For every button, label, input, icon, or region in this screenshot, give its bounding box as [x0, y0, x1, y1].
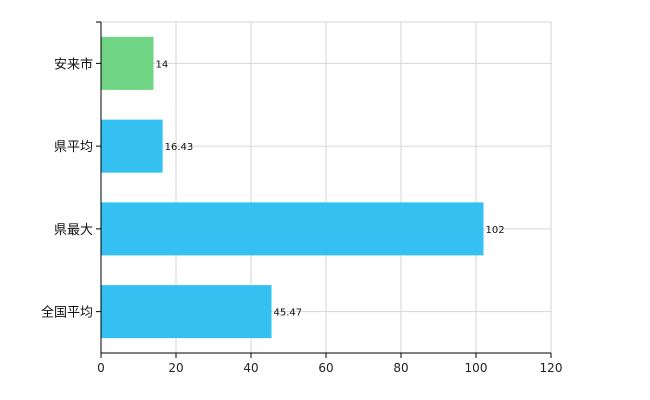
bar-3 [101, 285, 272, 339]
x-tick-label: 20 [168, 361, 183, 375]
x-tick-label: 120 [540, 361, 563, 375]
data-label: 16.43 [165, 142, 194, 153]
data-label: 14 [156, 59, 169, 70]
x-tick-label: 60 [318, 361, 333, 375]
data-label: 45.47 [274, 308, 303, 319]
bar-2 [101, 202, 484, 256]
category-label: 安来市 [54, 56, 93, 72]
category-label: 全国平均 [41, 305, 93, 321]
data-label: 102 [486, 225, 505, 236]
category-label: 県最大 [54, 223, 93, 238]
x-tick-label: 40 [243, 361, 258, 375]
bar-1 [101, 119, 163, 173]
x-tick-label: 100 [465, 361, 488, 375]
bar-0 [101, 36, 154, 90]
x-tick-label: 80 [393, 361, 408, 375]
category-label: 県平均 [54, 140, 93, 155]
x-tick-label: 0 [97, 361, 105, 375]
axes [96, 21, 552, 358]
bars [101, 36, 484, 339]
